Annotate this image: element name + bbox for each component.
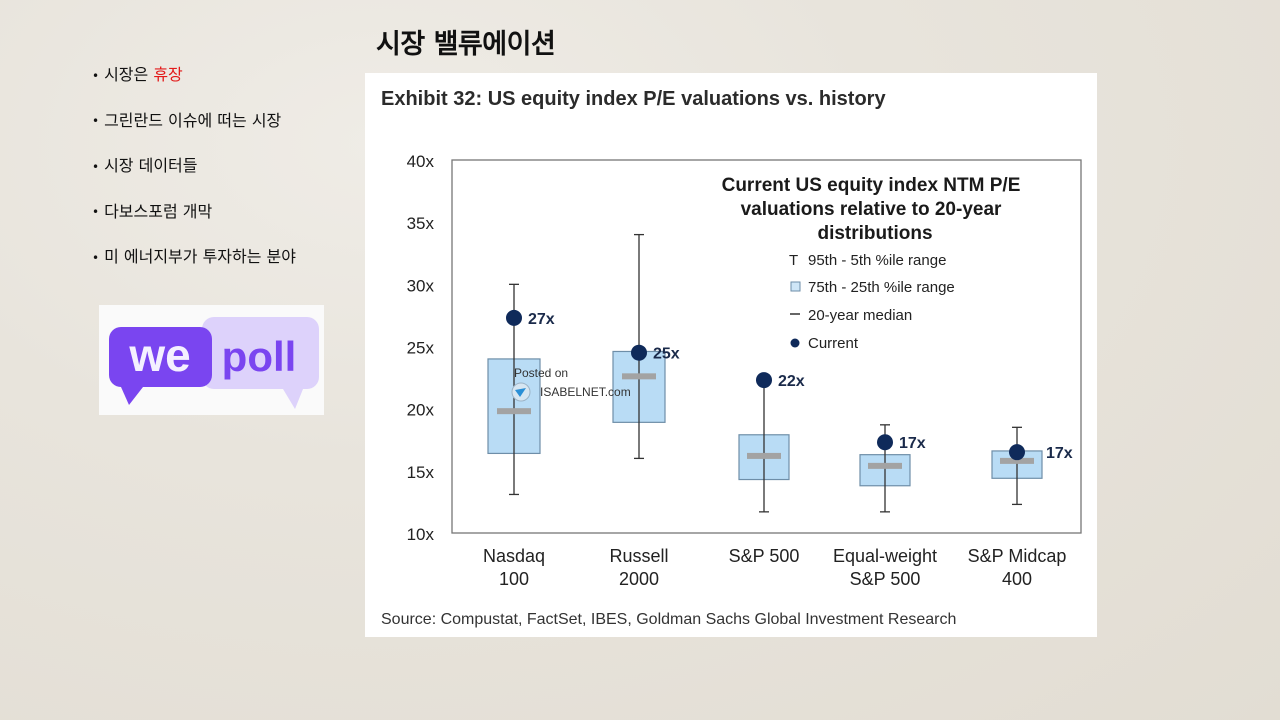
inner-title-line: Current US equity index NTM P/E bbox=[722, 175, 1021, 196]
wepoll-logo-graphic: we poll bbox=[109, 317, 319, 409]
median-marker bbox=[622, 373, 656, 380]
logo-light-bubble bbox=[202, 317, 319, 389]
bullet-item: • 그린란드 이슈에 떠는 시장 bbox=[92, 109, 296, 155]
legend-label: 95th - 5th %ile range bbox=[808, 252, 946, 269]
bullet-text: 시장은 bbox=[104, 65, 154, 84]
bullet-item: • 시장은 휴장 bbox=[92, 63, 296, 109]
x-tick-label: S&P 500 bbox=[850, 569, 921, 589]
legend: T 95th - 5th %ile range 75th - 25th %ile… bbox=[789, 252, 955, 352]
current-dot bbox=[1009, 444, 1025, 461]
x-axis: Nasdaq 100 Russell 2000 S&P 500 Equal-weight S… bbox=[483, 546, 1066, 589]
y-tick-label: 25x bbox=[407, 339, 435, 358]
bullet-dot: • bbox=[92, 250, 100, 265]
x-tick-label: S&P 500 bbox=[729, 546, 800, 566]
watermark-line1: Posted on bbox=[514, 366, 568, 380]
y-axis: 10x 15x 20x 25x 30x 35x 40x bbox=[407, 152, 435, 544]
x-tick-label: 2000 bbox=[619, 569, 659, 589]
legend-dot-swatch bbox=[790, 338, 800, 348]
bullet-text: 그린란드 이슈에 떠는 시장 bbox=[104, 110, 282, 130]
logo-dark-tail bbox=[121, 387, 143, 405]
current-dot bbox=[877, 434, 893, 451]
chart-title: Exhibit 32: US equity index P/E valuatio… bbox=[381, 88, 886, 110]
bullet-text: 시장 데이터들 bbox=[104, 156, 198, 175]
box-group: 22x bbox=[738, 372, 805, 513]
x-tick-label: Nasdaq bbox=[483, 546, 545, 566]
legend-label: 75th - 25th %ile range bbox=[808, 279, 955, 296]
legend-item-whisker: T 95th - 5th %ile range bbox=[789, 252, 946, 269]
box-group: 17x bbox=[859, 424, 926, 513]
wepoll-logo: we poll bbox=[99, 305, 324, 415]
logo-light-tail bbox=[283, 389, 303, 409]
bullet-dot: • bbox=[92, 159, 100, 174]
box-group: 25x bbox=[612, 233, 680, 460]
legend-whisker-symbol: T bbox=[789, 252, 798, 269]
bullet-dot: • bbox=[92, 68, 100, 83]
bullet-text: 다보스포럼 개막 bbox=[104, 201, 213, 221]
median-marker bbox=[1000, 457, 1034, 464]
current-dot bbox=[631, 344, 647, 361]
y-tick-label: 30x bbox=[407, 276, 435, 295]
logo-dark-bubble bbox=[109, 327, 212, 387]
box-group: 17x bbox=[991, 426, 1073, 506]
current-dot bbox=[506, 309, 522, 326]
isabelnet-bird-icon bbox=[515, 388, 526, 397]
inner-title-line: valuations relative to 20-year bbox=[741, 199, 1002, 220]
current-value-label: 25x bbox=[653, 346, 680, 363]
bullet-dot: • bbox=[92, 114, 100, 128]
inner-title: Current US equity index NTM P/E valuatio… bbox=[722, 175, 1021, 244]
box-group: 27x bbox=[487, 283, 555, 496]
median-marker bbox=[497, 408, 531, 415]
median-marker bbox=[868, 462, 902, 469]
current-value-label: 17x bbox=[899, 435, 926, 452]
y-tick-label: 40x bbox=[407, 152, 435, 171]
current-dot bbox=[756, 372, 772, 389]
current-value-label: 27x bbox=[528, 311, 555, 328]
median-marker bbox=[747, 452, 781, 459]
x-tick-label: S&P Midcap bbox=[968, 546, 1067, 566]
legend-item-current: Current bbox=[790, 335, 859, 352]
bullet-list: • 시장은 휴장 • 그린란드 이슈에 떠는 시장 • 시장 데이터들 • 다보스포럼 … bbox=[92, 63, 296, 291]
legend-label: 20-year median bbox=[808, 307, 912, 324]
bullet-item: • 시장 데이터들 bbox=[92, 154, 296, 200]
legend-box-swatch bbox=[790, 281, 801, 292]
logo-word-poll: poll bbox=[222, 333, 297, 380]
plot-frame bbox=[451, 159, 1082, 534]
bullet-highlight: 휴장 bbox=[153, 65, 183, 84]
bullet-item: • 다보스포럼 개막 bbox=[92, 200, 296, 246]
chart-panel bbox=[365, 73, 1097, 637]
x-tick-label: Equal-weight bbox=[833, 546, 937, 566]
legend-item-box: 75th - 25th %ile range bbox=[790, 279, 955, 296]
bullet-item: • 미 에너지부가 투자하는 분야 bbox=[92, 245, 296, 291]
y-tick-label: 35x bbox=[407, 214, 435, 233]
x-tick-label: Russell bbox=[609, 546, 668, 566]
current-value-label: 22x bbox=[778, 373, 805, 390]
y-tick-label: 10x bbox=[407, 525, 435, 544]
bullet-text: 미 에너지부가 투자하는 분야 bbox=[104, 247, 296, 266]
x-tick-label: 400 bbox=[1002, 569, 1032, 589]
logo-word-we: we bbox=[128, 329, 190, 381]
slide-title: 시장 밸류에이션 bbox=[376, 29, 556, 60]
watermark: Posted on ISABELNET.com bbox=[511, 366, 631, 402]
legend-item-median: 20-year median bbox=[790, 307, 912, 324]
x-tick-label: 100 bbox=[499, 569, 529, 589]
inner-title-line: distributions bbox=[817, 223, 932, 244]
y-tick-label: 15x bbox=[407, 463, 435, 482]
boxes: 27x 25x 22x 17x 17x bbox=[487, 233, 1073, 513]
legend-label: Current bbox=[808, 335, 859, 352]
bullet-dot: • bbox=[92, 205, 100, 219]
current-value-label: 17x bbox=[1046, 445, 1073, 462]
y-tick-label: 20x bbox=[407, 401, 435, 420]
watermark-line2: ISABELNET.com bbox=[540, 385, 631, 399]
chart-source: Source: Compustat, FactSet, IBES, Goldma… bbox=[381, 611, 957, 628]
